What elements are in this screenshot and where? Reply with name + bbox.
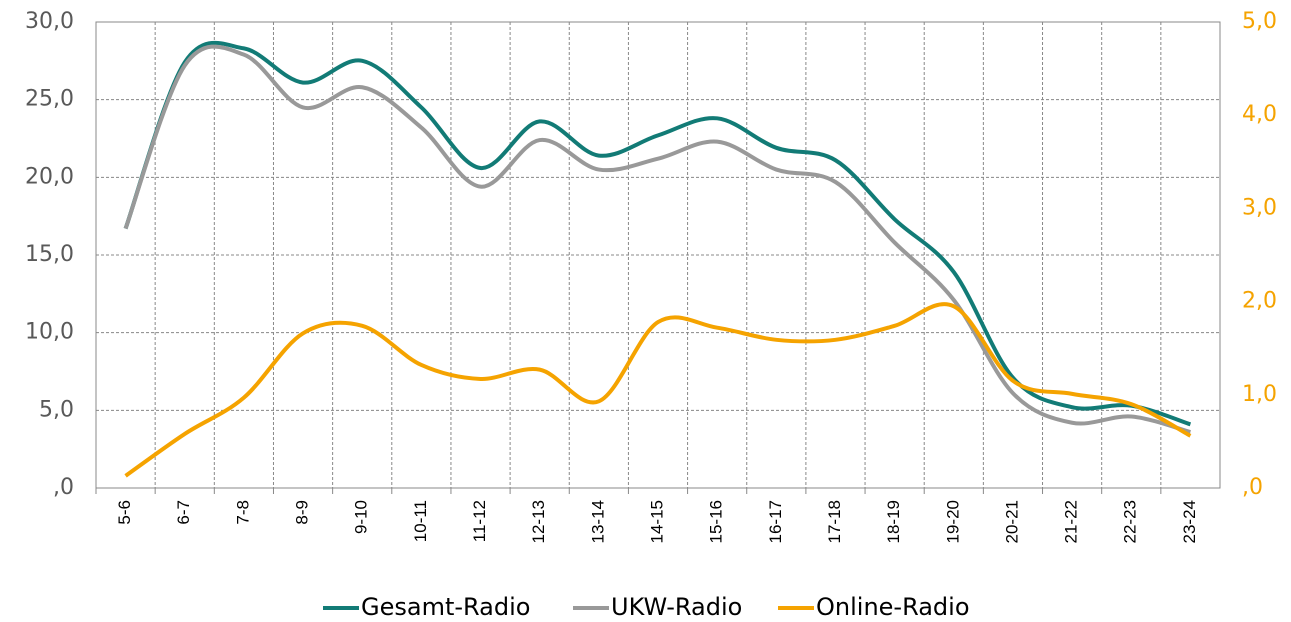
x-tick-label: 9-10 bbox=[352, 500, 371, 534]
y2-tick-label: 5,0 bbox=[1242, 9, 1277, 34]
y2-tick-label: ,0 bbox=[1242, 475, 1263, 500]
x-tick-label: 16-17 bbox=[766, 500, 785, 543]
x-tick-label: 18-19 bbox=[884, 500, 903, 543]
x-tick-label: 21-22 bbox=[1062, 500, 1081, 543]
y-tick-label: ,0 bbox=[53, 475, 74, 500]
y-tick-label: 25,0 bbox=[25, 87, 74, 112]
y-tick-label: 5,0 bbox=[39, 397, 74, 422]
y2-tick-label: 2,0 bbox=[1242, 289, 1277, 314]
x-tick-label: 20-21 bbox=[1002, 500, 1021, 543]
y-tick-label: 15,0 bbox=[25, 242, 74, 267]
x-tick-label: 23-24 bbox=[1180, 500, 1199, 543]
legend-label: Online-Radio bbox=[816, 593, 970, 621]
series-line bbox=[124, 302, 1192, 478]
y2-tick-label: 1,0 bbox=[1242, 382, 1277, 407]
x-tick-label: 6-7 bbox=[174, 500, 193, 525]
plot-frame bbox=[95, 21, 1221, 489]
x-tick-label: 11-12 bbox=[470, 500, 489, 542]
x-tick-label: 5-6 bbox=[115, 500, 134, 525]
x-tick-label: 19-20 bbox=[943, 500, 962, 543]
y-tick-label: 20,0 bbox=[25, 164, 74, 189]
x-tick-label: 15-16 bbox=[707, 500, 726, 543]
x-tick-label: 10-11 bbox=[411, 500, 430, 542]
x-tick-label: 12-13 bbox=[529, 500, 548, 543]
y-tick-label: 30,0 bbox=[25, 9, 74, 34]
y-tick-label: 10,0 bbox=[25, 320, 74, 345]
x-tick-label: 17-18 bbox=[825, 500, 844, 543]
x-tick-label: 14-15 bbox=[647, 500, 666, 543]
series-line bbox=[123, 44, 1191, 435]
legend-label: UKW-Radio bbox=[611, 593, 742, 621]
legend-label: Gesamt-Radio bbox=[361, 593, 530, 621]
x-tick-label: 8-9 bbox=[293, 500, 312, 525]
x-tick-label: 7-8 bbox=[233, 500, 252, 525]
x-tick-label: 13-14 bbox=[588, 500, 607, 543]
x-tick-label: 22-23 bbox=[1121, 500, 1140, 543]
series-line bbox=[123, 40, 1192, 427]
y2-tick-label: 4,0 bbox=[1242, 102, 1277, 127]
y2-tick-label: 3,0 bbox=[1242, 195, 1277, 220]
